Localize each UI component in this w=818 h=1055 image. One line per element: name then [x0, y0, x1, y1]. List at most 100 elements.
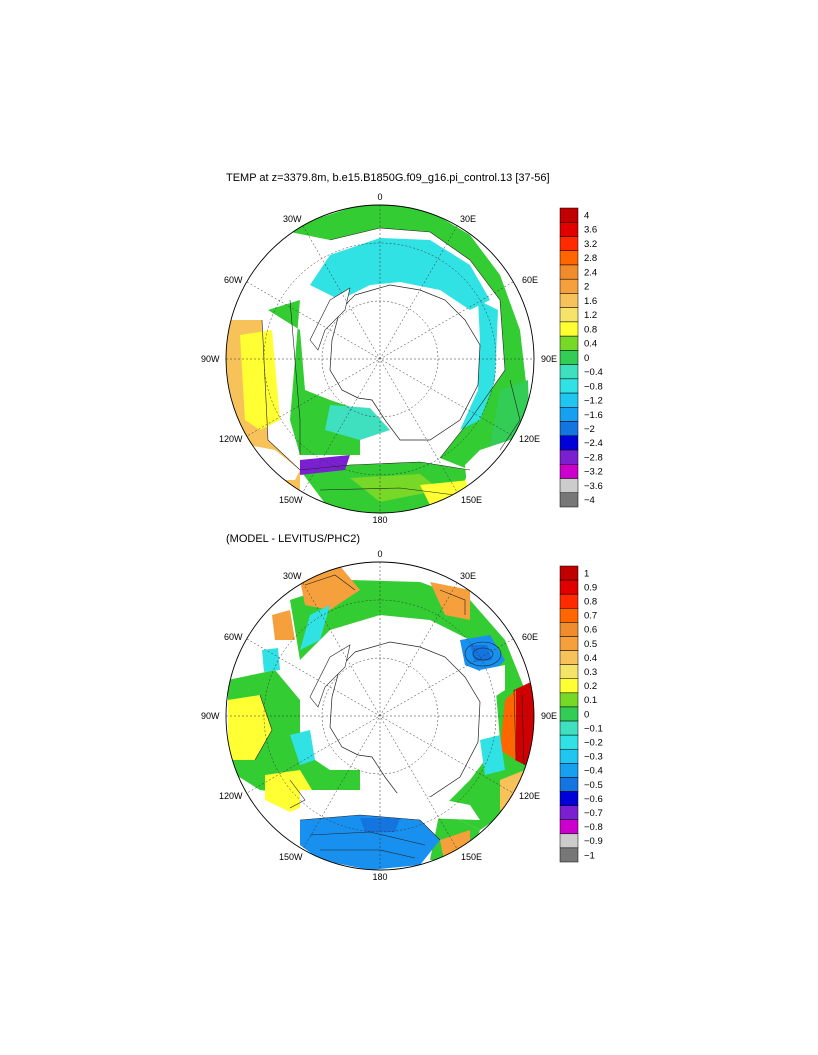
panel1-lon-90w: 90W — [201, 354, 220, 364]
panel2-lon-0: 0 — [377, 549, 382, 559]
panel1-lon-180: 180 — [372, 515, 387, 525]
panel1-lon-30e: 30E — [460, 214, 476, 224]
colorbar-swatch — [559, 407, 579, 422]
panel2-map: 0 30W 30E 60W 60E 90W 90E 120W 120E 150W… — [201, 549, 603, 882]
colorbar-swatch — [559, 435, 579, 451]
panel2-yellow-region — [228, 695, 272, 760]
colorbar-swatch — [559, 664, 579, 680]
colorbar-label: 0.7 — [584, 611, 597, 622]
colorbar-swatch — [559, 421, 579, 437]
colorbar-label: −0.1 — [584, 723, 603, 734]
panel1-lon-120w: 120W — [219, 434, 243, 444]
panel1-colorbar: 4 3.6 3.2 2.8 2.4 2 1.6 1.2 0.8 0.4 0 −0.4 −0.8 −1.2 −… — [559, 207, 603, 508]
colorbar-swatch — [559, 492, 579, 508]
colorbar-swatch — [559, 335, 579, 351]
colorbar-label: −0.8 — [584, 822, 603, 833]
colorbar-swatch — [559, 720, 579, 736]
colorbar-swatch — [559, 650, 579, 665]
panel2-lon-60w: 60W — [224, 632, 243, 642]
colorbar-label: 0 — [584, 709, 589, 720]
colorbar-swatch — [559, 678, 579, 694]
colorbar-swatch — [559, 478, 579, 494]
colorbar-label: 0.4 — [584, 653, 597, 664]
colorbar-swatch — [559, 692, 579, 708]
panel1-contours — [261, 227, 521, 496]
panel1-field — [226, 205, 534, 513]
colorbar-swatch — [559, 307, 579, 323]
colorbar-label: −0.2 — [584, 737, 603, 748]
colorbar-label: 3.6 — [584, 225, 597, 236]
colorbar-swatch — [559, 250, 579, 266]
colorbar-swatch — [559, 321, 579, 337]
colorbar-label: −1.2 — [584, 396, 603, 407]
colorbar-label: −0.5 — [584, 780, 603, 791]
colorbar-swatch — [559, 221, 579, 237]
colorbar-swatch — [559, 207, 579, 223]
panel1-map: 0 30W 30E 60W 60E 90W 90E 120W 120E 150W… — [201, 192, 603, 525]
panel2-map-border — [225, 561, 535, 871]
colorbar-swatch — [559, 636, 579, 651]
colorbar-swatch — [559, 608, 579, 623]
colorbar-label: −4 — [584, 495, 595, 506]
panel2-lon-150w: 150W — [279, 852, 303, 862]
colorbar-label: 0.5 — [584, 639, 597, 650]
colorbar-swatch — [559, 622, 579, 637]
panel2-red-region — [514, 680, 534, 770]
panel2-lon-150e: 150E — [461, 852, 482, 862]
colorbar-label: 2.8 — [584, 253, 597, 264]
colorbar-swatch — [559, 236, 579, 251]
panel2-lon-90w: 90W — [201, 711, 220, 721]
panel1-yellow-region — [240, 330, 280, 430]
panel2-lon-120e: 120E — [519, 791, 540, 801]
panel1-cyan-region — [310, 238, 490, 310]
colorbar-swatch — [559, 378, 579, 394]
colorbar-label: 3.2 — [584, 239, 597, 250]
panel2-lon-30w: 30W — [283, 571, 302, 581]
colorbar-label: 1.6 — [584, 296, 597, 307]
colorbar-swatch — [559, 819, 579, 835]
colorbar-label: 2.4 — [584, 267, 597, 278]
panel1-antarctica — [329, 284, 481, 441]
colorbar-swatch — [559, 579, 579, 595]
colorbar-label: 0.2 — [584, 681, 597, 692]
panel2-lon-60e: 60E — [522, 632, 538, 642]
panel2-field — [226, 562, 534, 870]
colorbar-swatch — [559, 464, 579, 479]
colorbar-swatch — [559, 847, 579, 863]
colorbar-label: 0.3 — [584, 667, 597, 678]
colorbar-label: −0.3 — [584, 752, 603, 763]
colorbar-swatch — [559, 278, 579, 294]
panel1-lon-150w: 150W — [279, 495, 303, 505]
colorbar-label: −0.8 — [584, 381, 603, 392]
panel1-lon-60w: 60W — [224, 275, 243, 285]
panel1-lon-60e: 60E — [522, 275, 538, 285]
colorbar-label: −0.9 — [584, 836, 603, 847]
colorbar-label: 4 — [584, 210, 589, 221]
colorbar-label: 1 — [584, 568, 589, 579]
colorbar-label: 0 — [584, 353, 589, 364]
panel2-blue-region — [300, 815, 440, 870]
colorbar-swatch — [559, 706, 579, 722]
panel1-title: TEMP at z=3379.8m, b.e15.B1850G.f09_g16.… — [226, 172, 550, 184]
colorbar-label: −0.4 — [584, 766, 603, 777]
colorbar-label: −0.4 — [584, 367, 603, 378]
colorbar-label: −3.6 — [584, 481, 603, 492]
panel1-lon-120e: 120E — [519, 434, 540, 444]
panel2-lon-120w: 120W — [219, 791, 243, 801]
colorbar-swatch — [559, 565, 579, 581]
colorbar-swatch — [559, 449, 579, 465]
colorbar-label: −2.8 — [584, 452, 603, 463]
panel1-lon-0: 0 — [377, 192, 382, 202]
colorbar-label: 0.6 — [584, 625, 597, 636]
colorbar-swatch — [559, 748, 579, 764]
panel1-lon-30w: 30W — [283, 214, 302, 224]
colorbar-swatch — [559, 364, 579, 380]
panel2-orange-region — [300, 566, 360, 610]
colorbar-swatch — [559, 805, 579, 820]
colorbar-label: 0.8 — [584, 324, 597, 335]
colorbar-label: −3.2 — [584, 467, 603, 478]
panel1-lon-90e: 90E — [541, 354, 557, 364]
colorbar-swatch — [559, 791, 579, 806]
panel2-lon-90e: 90E — [541, 711, 557, 721]
